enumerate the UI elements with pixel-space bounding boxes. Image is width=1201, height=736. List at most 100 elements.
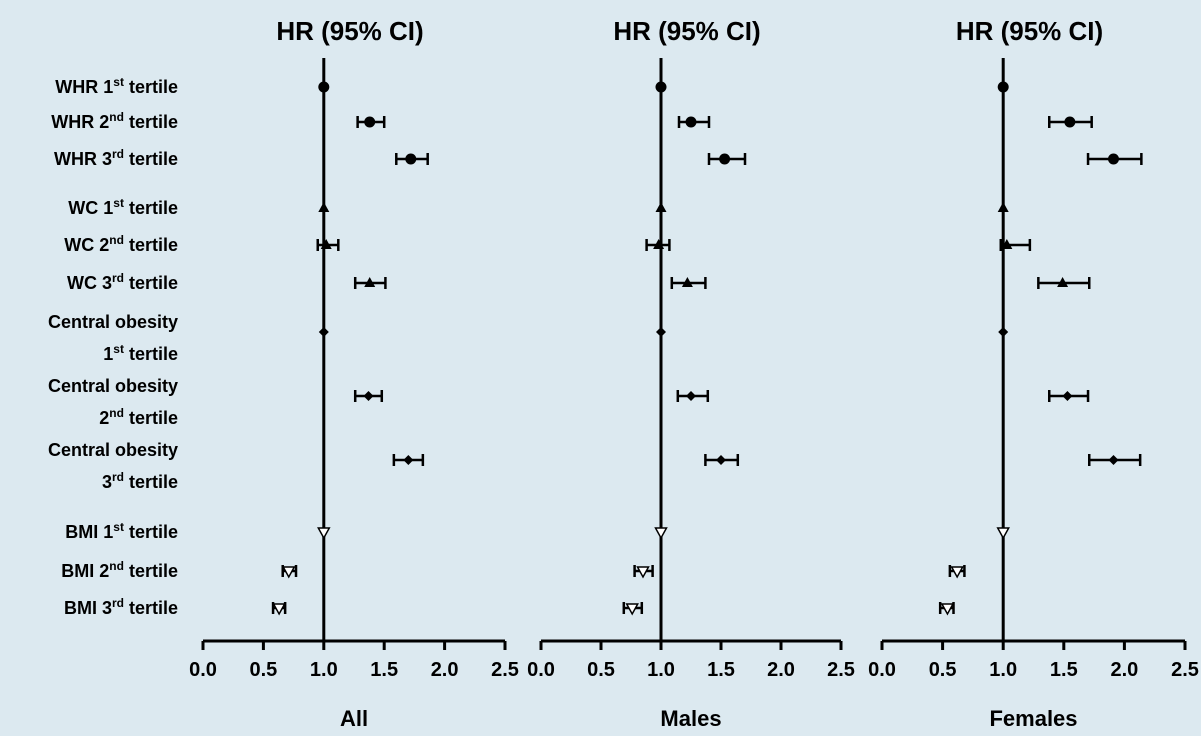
data-point [670,277,707,289]
panel-title: HR (95% CI) [956,16,1103,46]
x-tick-label: 0.0 [189,659,217,681]
panel-all: HR (95% CI) 0.0 0.5 1.0 1.5 2.0 2.5 All [189,16,519,731]
data-point [677,116,711,128]
point-marker [655,202,667,212]
point-marker [716,455,726,465]
point-marker [998,327,1009,337]
row-label-line2: 2nd tertile [99,406,178,428]
data-point [676,390,710,402]
point-marker [281,566,296,579]
row-label: Central obesity 2nd tertile [48,376,178,428]
data-point [395,153,429,165]
point-marker [685,116,697,128]
row-label-text: WC 1st tertile [68,196,178,218]
data-point [654,527,668,540]
point-marker [996,527,1010,540]
point-marker [318,81,330,93]
x-tick-label: 0.5 [249,659,277,681]
panel-males: HR (95% CI) 0.0 0.5 1.0 1.5 2.0 2.5 Males [527,16,855,731]
row-label-line1: Central obesity [48,376,178,396]
row-label-text: BMI 3rd tertile [64,596,178,618]
point-marker [405,153,417,165]
x-tick-label: 1.0 [310,659,338,681]
panel-title: HR (95% CI) [613,16,760,46]
point-marker [654,527,668,540]
row-label-text: WHR 1st tertile [55,75,178,97]
x-tick-label: 0.0 [868,659,896,681]
point-marker [997,81,1009,93]
data-point [353,277,387,289]
row-label-line2: 1st tertile [103,342,178,364]
row-label: BMI 1st tertile [65,520,178,542]
row-label: WC 3rd tertile [67,271,178,293]
row-label: WC 1st tertile [68,196,178,218]
point-marker [681,277,693,287]
x-tick-label: 2.5 [1171,659,1199,681]
row-label-line1: Central obesity [48,440,178,460]
data-point [281,565,298,579]
point-marker [403,455,414,465]
point-marker [320,239,332,249]
point-marker [1057,277,1069,287]
x-axis-label: Males [660,706,721,731]
x-tick-label: 1.5 [1050,659,1078,681]
point-marker [940,603,955,616]
data-point [655,81,667,93]
point-marker [997,202,1009,212]
point-marker [686,391,696,401]
row-label-line2: 3rd tertile [102,470,178,492]
point-marker [656,327,666,337]
x-tick-label: 2.5 [827,659,855,681]
row-label: Central obesity 3rd tertile [48,440,178,492]
row-label-text: WHR 2nd tertile [51,110,178,132]
point-marker [653,239,665,249]
data-point [353,390,384,402]
point-marker [950,566,964,579]
point-marker [1108,455,1119,465]
row-label-text: BMI 2nd tertile [61,559,178,581]
data-point [1088,454,1142,466]
point-marker [317,527,331,540]
x-tick-label: 0.5 [587,659,615,681]
point-marker [363,391,374,401]
data-point [316,239,340,251]
panel-females: HR (95% CI) 0.0 0.5 1.0 1.5 2.0 2.5 Females [868,16,1199,731]
data-point [1048,390,1090,402]
x-axis-label: All [340,706,368,731]
data-point [655,202,667,212]
row-labels: WHR 1st tertile WHR 2nd tertile WHR 3rd te… [48,75,178,618]
point-marker [1107,153,1119,165]
point-marker [364,277,376,287]
data-point [317,527,331,540]
data-point [997,202,1009,212]
point-marker [1064,116,1076,128]
data-point [318,202,330,212]
x-tick-label: 2.5 [491,659,519,681]
data-point [1048,116,1093,128]
x-tick-label: 0.5 [929,659,957,681]
point-marker [272,603,286,616]
row-label-text: WC 3rd tertile [67,271,178,293]
row-label: WHR 1st tertile [55,75,178,97]
row-label-text: WHR 3rd tertile [54,147,178,169]
point-marker [318,202,330,212]
data-point [318,81,330,93]
x-tick-label: 1.0 [647,659,675,681]
row-label: Central obesity 1st tertile [48,312,178,364]
data-point [1037,277,1091,289]
x-tick-label: 1.5 [370,659,398,681]
x-tick-label: 0.0 [527,659,555,681]
data-point [938,602,955,616]
data-point [948,565,966,579]
point-marker [364,116,376,128]
data-point [996,527,1010,540]
x-axis-label: Females [989,706,1077,731]
data-point [999,239,1032,251]
panel-title: HR (95% CI) [276,16,423,46]
row-label: BMI 3rd tertile [64,596,178,618]
point-marker [655,81,667,93]
point-marker [636,566,650,579]
data-point [707,153,747,165]
